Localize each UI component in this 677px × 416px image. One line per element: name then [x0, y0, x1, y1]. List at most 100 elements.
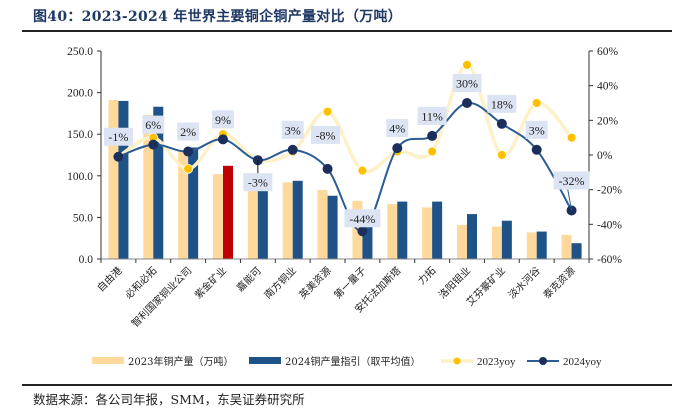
point-2023yoy: [462, 59, 472, 70]
legend-label-2024yoy: 2024yoy: [563, 356, 602, 368]
category-label: 淡水河谷: [506, 265, 543, 302]
data-label: 9%: [215, 113, 231, 127]
legend: 2023年铜产量（万吨） 2024铜产量指引（取平均值） 2023yoy 2024yo…: [92, 355, 602, 368]
category-label: 南方铜业: [261, 264, 298, 301]
left-tick-label: 0.0: [79, 254, 94, 266]
point-2023yoy: [357, 165, 368, 176]
data-label: -8%: [316, 128, 336, 142]
bar-2024: [292, 180, 303, 259]
right-tick-label: 0%: [597, 150, 613, 162]
leader-line: [567, 188, 573, 211]
bar-2024: [397, 201, 408, 259]
legend-label-2023: 2023年铜产量（万吨）: [128, 355, 233, 368]
bar-2024: [571, 243, 582, 259]
bar-2024: [432, 201, 443, 259]
point-2024yoy: [357, 226, 368, 237]
data-label-bg: [311, 125, 341, 144]
data-label-bg: [243, 173, 273, 192]
bar-2024: [327, 195, 338, 259]
left-tick-label: 250.0: [67, 46, 93, 58]
data-label: -32%: [559, 174, 585, 188]
left-tick-label: 150.0: [67, 129, 93, 141]
bar-2024: [188, 147, 199, 259]
data-label: -44%: [349, 212, 375, 226]
bar-2023: [247, 174, 258, 259]
category-label: 智利国家铜业公司: [129, 264, 195, 330]
point-2023yoy: [427, 146, 438, 157]
bar-2024: [257, 177, 268, 259]
left-tick-label: 100.0: [67, 171, 93, 183]
bar-2023: [108, 100, 119, 259]
data-label-bg: [487, 94, 517, 113]
data-label-bg: [212, 110, 234, 129]
legend-swatch-2023: [92, 357, 124, 364]
right-tick-label: -60%: [597, 254, 622, 266]
bar-2023: [457, 224, 467, 259]
right-tick-label: 20%: [597, 115, 619, 127]
bar-2023: [213, 174, 223, 259]
bar-2023: [561, 234, 572, 259]
point-2024yoy: [392, 143, 403, 154]
point-2024yoy: [218, 134, 228, 145]
data-label: 18%: [491, 97, 513, 111]
point-2024yoy: [148, 139, 159, 150]
left-tick-label: 200.0: [67, 88, 93, 100]
data-label: 11%: [421, 109, 443, 123]
bar-2023: [143, 115, 154, 260]
title-rule: [22, 30, 672, 32]
data-label: 30%: [456, 77, 478, 91]
data-label-bg: [525, 120, 548, 139]
data-label-bg: [417, 106, 447, 125]
data-label-bg: [386, 119, 409, 138]
category-label: 嘉能可: [234, 264, 264, 294]
category-label: 泰克资源: [540, 264, 577, 301]
bar-2023: [178, 150, 189, 259]
data-label: 6%: [145, 118, 161, 132]
category-label: 力拓: [415, 264, 438, 287]
bar-2023: [526, 232, 537, 259]
point-2024yoy: [427, 130, 438, 141]
right-tick-label: -40%: [597, 219, 622, 231]
chart: 0.0 50.0 100.0 150.0 200.0 250.0 -60% -40% -20% 0…: [67, 46, 622, 368]
left-tick-label: 50.0: [73, 212, 93, 224]
data-label-bg: [452, 74, 482, 92]
bar-2023: [491, 226, 502, 259]
point-2024yoy: [113, 151, 124, 162]
category-label: 必和必拓: [122, 264, 159, 301]
category-label: 洛阳钼业: [436, 264, 473, 301]
data-label-bg: [553, 171, 590, 190]
point-2024yoy: [183, 146, 194, 157]
legend-label-2023yoy: 2023yoy: [477, 356, 516, 368]
point-2023yoy: [496, 150, 507, 160]
point-2024yoy: [531, 144, 542, 155]
bar-2024: [223, 165, 233, 259]
bar-2023: [317, 189, 328, 259]
data-label: 3%: [285, 123, 301, 137]
data-label: -1%: [108, 130, 128, 144]
bar-2024: [118, 100, 129, 259]
source-rule: [22, 384, 672, 386]
data-label: 2%: [180, 125, 196, 139]
data-label: -3%: [248, 176, 268, 190]
bar-2024: [501, 220, 512, 259]
data-label: 4%: [389, 122, 405, 136]
legend-marker-2023yoy: [453, 357, 461, 365]
point-2023yoy: [322, 106, 333, 117]
point-2024yoy: [496, 118, 507, 129]
right-tick-label: -20%: [597, 185, 622, 197]
data-label-bg: [177, 122, 200, 141]
legend-label-2024: 2024铜产量指引（取平均值）: [285, 355, 420, 368]
category-label: 自由港: [94, 264, 124, 294]
bars-layer: [108, 100, 582, 260]
bar-2024: [153, 106, 164, 259]
point-2023yoy: [183, 163, 194, 174]
data-label-bg: [142, 115, 165, 134]
point-2024yoy: [462, 98, 472, 108]
category-label: 第一量子: [331, 264, 368, 301]
data-label: 3%: [529, 123, 545, 137]
right-tick-label: 40%: [597, 81, 619, 93]
bar-2023: [422, 207, 433, 259]
bar-2023: [387, 204, 398, 259]
bar-2024: [467, 214, 477, 259]
bar-2024: [536, 231, 547, 259]
